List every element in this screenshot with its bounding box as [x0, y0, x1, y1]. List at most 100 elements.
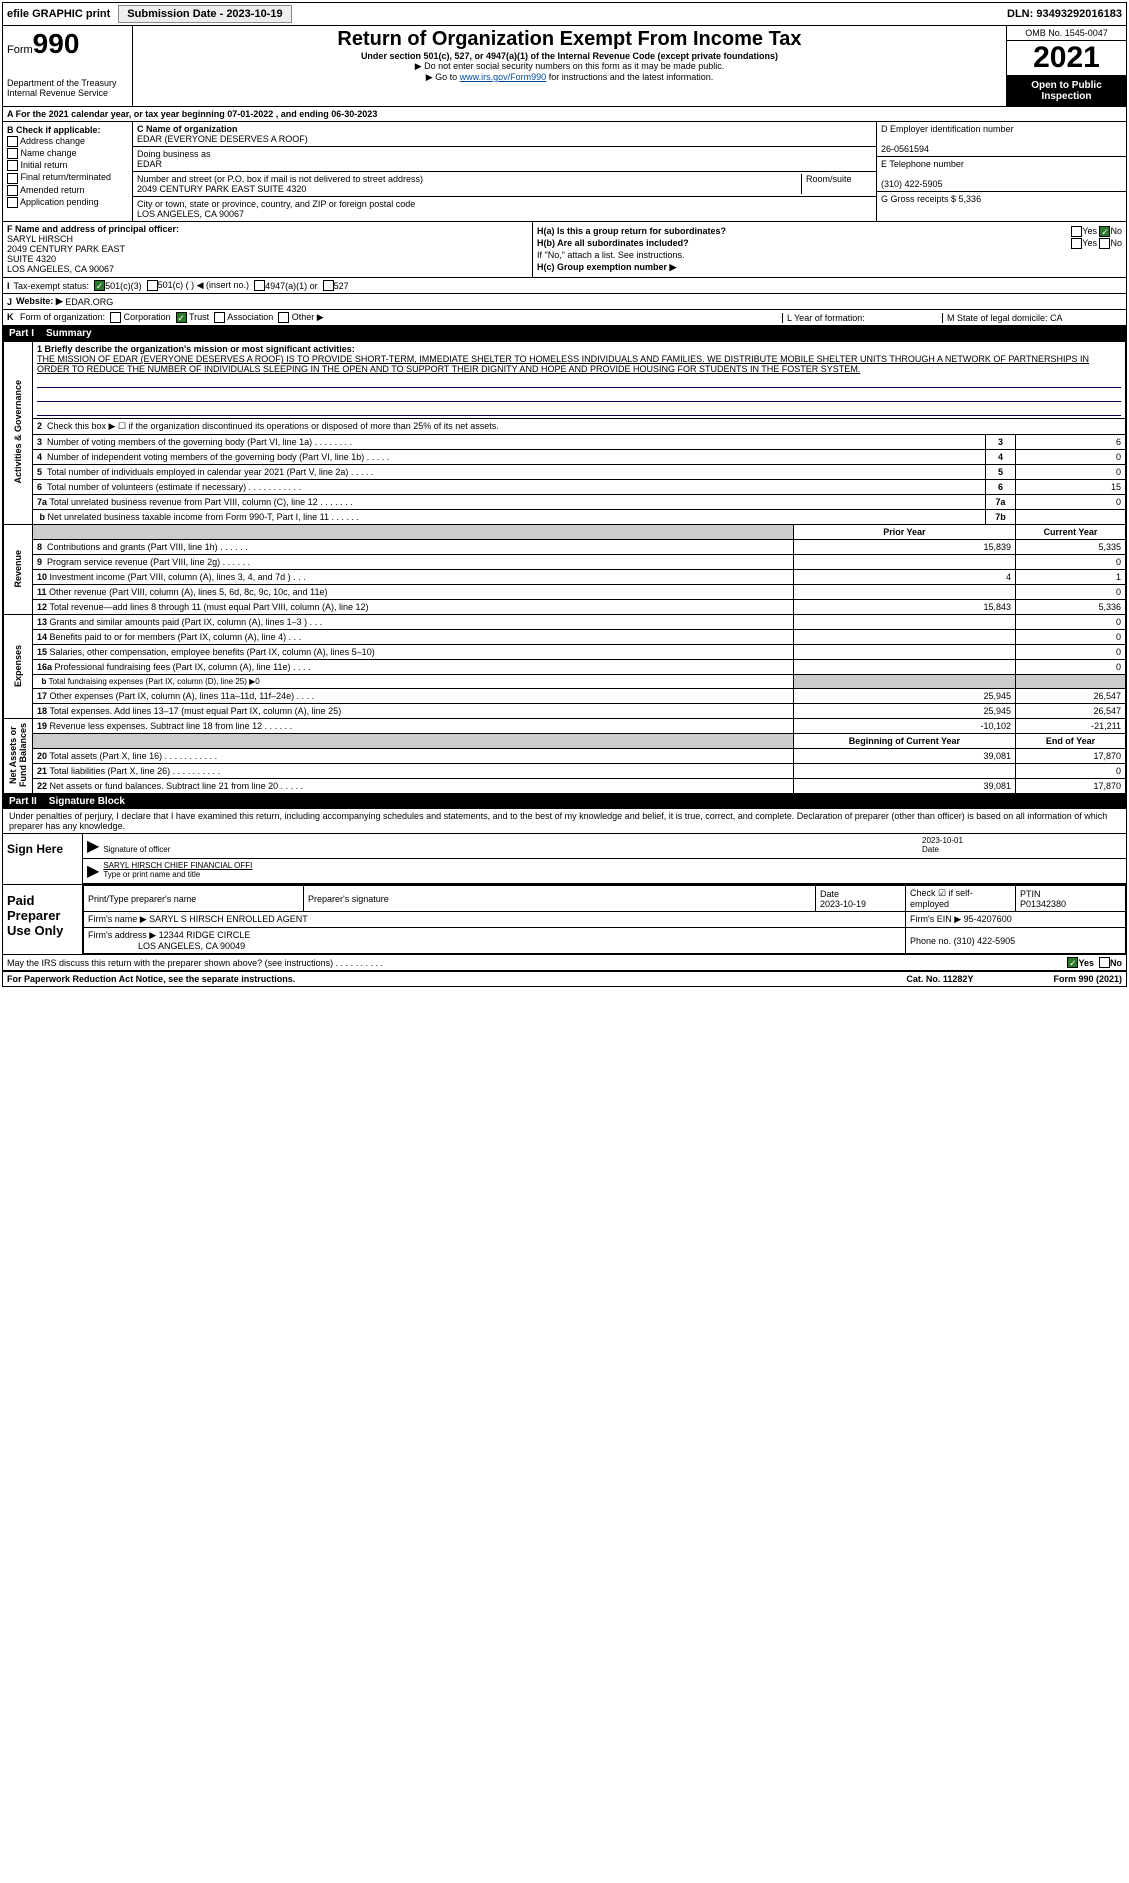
- p19: -10,102: [793, 719, 1015, 734]
- sig-line2: ▶ SARYL HIRSCH CHIEF FINANCIAL OFFIType …: [83, 859, 1126, 884]
- col-d: D Employer identification number 26-0561…: [876, 122, 1126, 221]
- p12: 15,843: [793, 600, 1015, 615]
- cb-trust[interactable]: ✓: [176, 312, 187, 323]
- cb-assoc[interactable]: [214, 312, 225, 323]
- efile-label: efile GRAPHIC print: [7, 8, 110, 20]
- summary-table: Activities & Governance 1 Briefly descri…: [3, 341, 1126, 794]
- org-name: EDAR (EVERYONE DESERVES A ROOF): [137, 134, 308, 144]
- p15: [793, 645, 1015, 660]
- eoy-hdr: End of Year: [1016, 734, 1126, 749]
- p20: 39,081: [793, 749, 1015, 764]
- cb-4947[interactable]: [254, 280, 265, 291]
- cb-addr-lbl: Address change: [20, 136, 85, 146]
- cb-527[interactable]: [323, 280, 334, 291]
- l7b: b Net unrelated business taxable income …: [33, 510, 986, 525]
- form-number: Form990: [7, 28, 128, 60]
- l7a: 7a Total unrelated business revenue from…: [33, 495, 986, 510]
- c20: 17,870: [1016, 749, 1126, 764]
- c14: 0: [1016, 630, 1126, 645]
- cb-amend[interactable]: Amended return: [7, 185, 128, 196]
- cb-name-lbl: Name change: [21, 148, 77, 158]
- c13: 0: [1016, 615, 1126, 630]
- addr-lbl: Number and street (or P.O. box if mail i…: [137, 174, 423, 184]
- form-container: efile GRAPHIC print Submission Date - 20…: [2, 2, 1127, 987]
- discuss-txt: May the IRS discuss this return with the…: [7, 958, 1067, 968]
- ha-yes[interactable]: [1071, 226, 1082, 237]
- col-h: H(a) Is this a group return for subordin…: [533, 222, 1126, 277]
- side-exp: Expenses: [4, 615, 33, 719]
- side-rev: Revenue: [4, 525, 33, 615]
- header-row: Form990 Department of the Treasury Inter…: [3, 26, 1126, 107]
- hb-yes[interactable]: [1071, 238, 1082, 249]
- dba-row: Doing business as EDAR: [133, 147, 876, 172]
- pdate-cell: Date2023-10-19: [816, 886, 906, 912]
- i-lbl: I: [7, 281, 10, 291]
- cb-501c3[interactable]: ✓: [94, 280, 105, 291]
- firm-name-cell: Firm's name ▶ SARYL S HIRSCH ENROLLED AG…: [84, 912, 906, 928]
- sig-date-lbl: Date: [922, 845, 939, 854]
- sig-officer-lbl: Signature of officer: [103, 845, 170, 854]
- arrow-icon: ▶: [87, 861, 99, 881]
- cb-corp[interactable]: [110, 312, 121, 323]
- c8: 5,335: [1016, 540, 1126, 555]
- v6: 15: [1016, 480, 1126, 495]
- c18: 26,547: [1016, 704, 1126, 719]
- fphone-cell: Phone no. (310) 422-5905: [906, 928, 1126, 954]
- discuss-no[interactable]: [1099, 957, 1110, 968]
- fein-cell: Firm's EIN ▶ 95-4207600: [906, 912, 1126, 928]
- paid-prep-grid: Paid Preparer Use Only Print/Type prepar…: [3, 884, 1126, 954]
- officer-a2: SUITE 4320: [7, 254, 56, 264]
- cb-name[interactable]: Name change: [7, 148, 128, 159]
- header-sub2: ▶ Do not enter social security numbers o…: [137, 61, 1002, 72]
- header-sub1: Under section 501(c), 527, or 4947(a)(1)…: [137, 51, 1002, 61]
- part2-title: Signature Block: [49, 796, 125, 807]
- k-lbl: K: [7, 312, 14, 322]
- sig-line1: ▶ Signature of officer 2023-10-01Date: [83, 834, 1126, 859]
- cb-other[interactable]: [278, 312, 289, 323]
- sig-name-lbl: Type or print name and title: [103, 870, 200, 879]
- arrow-icon: ▶: [87, 836, 99, 856]
- omb-label: OMB No. 1545-0047: [1007, 26, 1126, 41]
- prior-hdr: Prior Year: [793, 525, 1015, 540]
- ein-row: D Employer identification number 26-0561…: [877, 122, 1126, 157]
- l2: 2 Check this box ▶ ☐ if the organization…: [33, 419, 1126, 435]
- officer-a1: 2049 CENTURY PARK EAST: [7, 244, 125, 254]
- firm-addr-cell: Firm's address ▶ 12344 RIDGE CIRCLE LOS …: [84, 928, 906, 954]
- p13: [793, 615, 1015, 630]
- dept-label: Department of the Treasury Internal Reve…: [7, 78, 128, 98]
- ha-no[interactable]: ✓: [1099, 226, 1110, 237]
- row-a: A For the 2021 calendar year, or tax yea…: [3, 107, 1126, 122]
- cb-init[interactable]: Initial return: [7, 160, 128, 171]
- mission-cell: 1 Briefly describe the organization's mi…: [33, 342, 1126, 419]
- l14: 14 Benefits paid to or for members (Part…: [33, 630, 794, 645]
- ha-row: H(a) Is this a group return for subordin…: [537, 226, 1122, 236]
- c9: 0: [1016, 555, 1126, 570]
- l18: 18 Total expenses. Add lines 13–17 (must…: [33, 704, 794, 719]
- discuss-yes[interactable]: ✓: [1067, 957, 1078, 968]
- l15: 15 Salaries, other compensation, employe…: [33, 645, 794, 660]
- sig-decl: Under penalties of perjury, I declare th…: [3, 809, 1126, 833]
- hb-row: H(b) Are all subordinates included? Yes …: [537, 238, 1122, 248]
- part2-header: Part II Signature Block: [3, 794, 1126, 809]
- l6: 6 Total number of volunteers (estimate i…: [33, 480, 986, 495]
- top-bar: efile GRAPHIC print Submission Date - 20…: [3, 3, 1126, 26]
- part1-num: Part I: [9, 328, 34, 339]
- l21: 21 Total liabilities (Part X, line 26) .…: [33, 764, 794, 779]
- ptin-cell: PTINP01342380: [1016, 886, 1126, 912]
- hb-no[interactable]: [1099, 238, 1110, 249]
- cb-501c[interactable]: [147, 280, 158, 291]
- org-name-lbl: C Name of organization: [137, 124, 238, 134]
- cb-app[interactable]: Application pending: [7, 197, 128, 208]
- part1-title: Summary: [46, 328, 92, 339]
- ko1: Corporation: [124, 312, 171, 322]
- ha-lbl: H(a) Is this a group return for subordin…: [537, 226, 726, 236]
- l20: 20 Total assets (Part X, line 16) . . . …: [33, 749, 794, 764]
- irs-link[interactable]: www.irs.gov/Form990: [460, 72, 547, 82]
- v4: 0: [1016, 450, 1126, 465]
- cb-addr[interactable]: Address change: [7, 136, 128, 147]
- ko4: Other ▶: [292, 312, 324, 322]
- submission-date-button[interactable]: Submission Date - 2023-10-19: [118, 5, 291, 23]
- cb-final[interactable]: Final return/terminated: [7, 172, 128, 183]
- sign-here-grid: Sign Here ▶ Signature of officer 2023-10…: [3, 833, 1126, 884]
- footer: For Paperwork Reduction Act Notice, see …: [3, 971, 1126, 986]
